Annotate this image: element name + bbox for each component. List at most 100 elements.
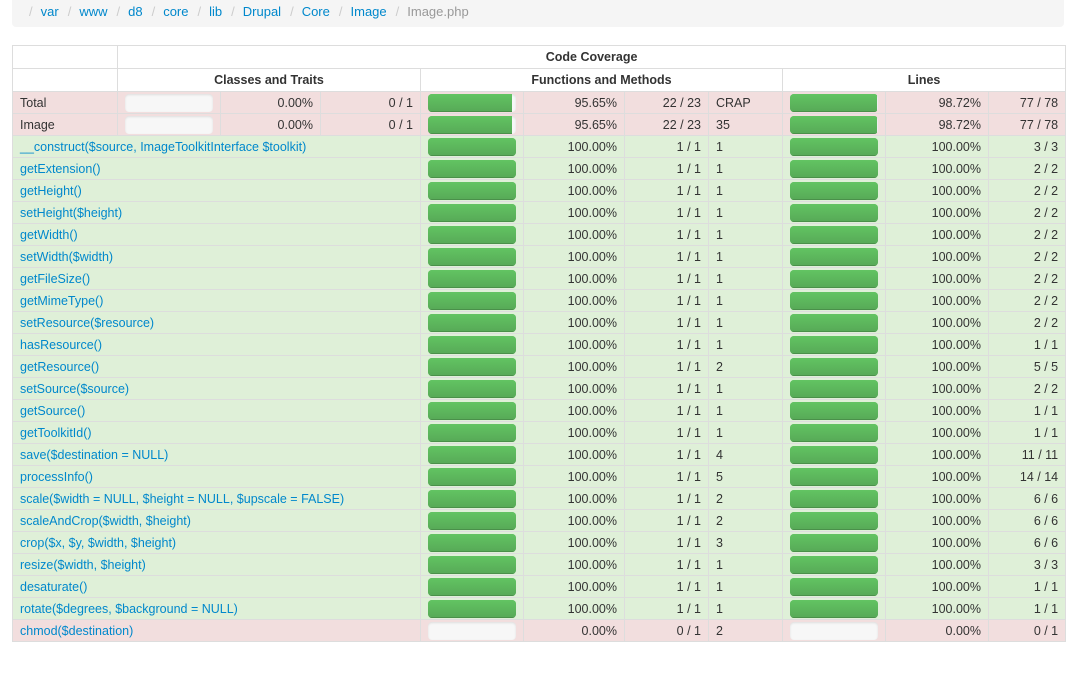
lines-percent: 100.00%: [885, 157, 989, 180]
functions-percent: 100.00%: [523, 311, 625, 334]
table-row: getToolkitId() 100.00% 1 / 1 1 100.00% 1 / 1: [12, 421, 1067, 444]
functions-percent: 100.00%: [523, 421, 625, 444]
lines-percent: 100.00%: [885, 135, 989, 158]
lines-ratio: 1 / 1: [987, 597, 1067, 620]
method-link[interactable]: getSource(): [12, 399, 421, 422]
breadcrumb-link[interactable]: lib: [209, 4, 223, 19]
method-link[interactable]: getWidth(): [12, 223, 421, 246]
functions-progress-bar: [428, 115, 516, 134]
method-link[interactable]: save($destination = NULL): [12, 443, 421, 466]
functions-progress-bar: [428, 247, 516, 266]
lines-progress-bar: [790, 423, 878, 442]
lines-percent: 100.00%: [885, 399, 989, 422]
functions-progress-bar-cell: [420, 377, 524, 400]
functions-progress-bar-fill: [428, 335, 516, 354]
table-row: save($destination = NULL) 100.00% 1 / 1 4 10…: [12, 443, 1067, 466]
lines-ratio: 2 / 2: [987, 179, 1067, 202]
functions-progress-bar-cell: [420, 157, 524, 180]
breadcrumb-link[interactable]: d8: [128, 4, 143, 19]
method-link[interactable]: setResource($resource): [12, 311, 421, 334]
functions-ratio: 1 / 1: [624, 399, 709, 422]
classes-percent: 0.00%: [220, 113, 321, 136]
lines-ratio: 1 / 1: [987, 399, 1067, 422]
method-link[interactable]: getExtension(): [12, 157, 421, 180]
method-link[interactable]: scaleAndCrop($width, $height): [12, 509, 421, 532]
method-link[interactable]: crop($x, $y, $width, $height): [12, 531, 421, 554]
breadcrumb-separator: /: [29, 4, 33, 19]
table-row: Image 0.00% 0 / 1 95.65% 22 / 23 35 98.72% 77 /…: [12, 113, 1067, 136]
lines-progress-bar-cell: [782, 333, 886, 356]
breadcrumb-link[interactable]: Image: [350, 4, 387, 19]
method-link[interactable]: scale($width = NULL, $height = NULL, $up…: [12, 487, 421, 510]
method-link[interactable]: getToolkitId(): [12, 421, 421, 444]
lines-progress-bar: [790, 181, 878, 200]
crap-score: 1: [708, 267, 783, 290]
method-link[interactable]: rotate($degrees, $background = NULL): [12, 597, 421, 620]
functions-progress-bar-fill: [428, 379, 516, 398]
table-row: scale($width = NULL, $height = NULL, $up…: [12, 487, 1067, 510]
lines-progress-bar-cell: [782, 553, 886, 576]
method-link[interactable]: __construct($source, ImageToolkitInterfa…: [12, 135, 421, 158]
functions-progress-bar: [428, 159, 516, 178]
breadcrumb-link[interactable]: core: [163, 4, 189, 19]
method-link[interactable]: setSource($source): [12, 377, 421, 400]
functions-progress-bar-fill: [428, 137, 516, 156]
table-row: processInfo() 100.00% 1 / 1 5 100.00% 14 / 14: [12, 465, 1067, 488]
method-link[interactable]: getHeight(): [12, 179, 421, 202]
classes-traits-header: Classes and Traits: [117, 68, 421, 92]
method-link[interactable]: setHeight($height): [12, 201, 421, 224]
crap-score: 35: [708, 113, 783, 136]
functions-ratio: 1 / 1: [624, 421, 709, 444]
functions-percent: 100.00%: [523, 223, 625, 246]
lines-progress-bar: [790, 379, 878, 398]
lines-ratio: 6 / 6: [987, 487, 1067, 510]
lines-progress-bar-cell: [782, 223, 886, 246]
lines-progress-bar: [790, 555, 878, 574]
method-link[interactable]: getMimeType(): [12, 289, 421, 312]
functions-ratio: 1 / 1: [624, 223, 709, 246]
coverage-table: Code Coverage Classes and Traits Functio…: [12, 45, 1067, 642]
method-link[interactable]: resize($width, $height): [12, 553, 421, 576]
crap-score: 1: [708, 135, 783, 158]
method-link[interactable]: setWidth($width): [12, 245, 421, 268]
functions-progress-bar: [428, 225, 516, 244]
method-link[interactable]: hasResource(): [12, 333, 421, 356]
lines-ratio: 11 / 11: [987, 443, 1067, 466]
breadcrumb-link[interactable]: Core: [301, 4, 330, 19]
method-link[interactable]: getFileSize(): [12, 267, 421, 290]
lines-progress-bar-cell: [782, 311, 886, 334]
functions-progress-bar-fill: [428, 401, 516, 420]
method-link[interactable]: desaturate(): [12, 575, 421, 598]
table-row: Total 0.00% 0 / 1 95.65% 22 / 23 CRAP 98.72% 77…: [12, 91, 1067, 114]
breadcrumb-link[interactable]: var: [40, 4, 59, 19]
functions-percent: 100.00%: [523, 487, 625, 510]
lines-percent: 0.00%: [885, 619, 989, 642]
lines-progress-bar-fill: [790, 357, 878, 376]
breadcrumb-link[interactable]: Drupal: [242, 4, 282, 19]
table-row: getResource() 100.00% 1 / 1 2 100.00% 5 / 5: [12, 355, 1067, 378]
breadcrumb-separator: /: [395, 4, 400, 19]
functions-ratio: 1 / 1: [624, 553, 709, 576]
functions-progress-bar-cell: [420, 223, 524, 246]
lines-ratio: 1 / 1: [987, 421, 1067, 444]
functions-progress-bar: [428, 577, 516, 596]
crap-score: 3: [708, 531, 783, 554]
lines-ratio: 6 / 6: [987, 531, 1067, 554]
method-link[interactable]: chmod($destination): [12, 619, 421, 642]
functions-ratio: 1 / 1: [624, 245, 709, 268]
functions-progress-bar: [428, 511, 516, 530]
method-link[interactable]: getResource(): [12, 355, 421, 378]
table-row: getMimeType() 100.00% 1 / 1 1 100.00% 2 / 2: [12, 289, 1067, 312]
functions-percent: 100.00%: [523, 289, 625, 312]
lines-ratio: 2 / 2: [987, 267, 1067, 290]
lines-percent: 100.00%: [885, 355, 989, 378]
method-link[interactable]: processInfo(): [12, 465, 421, 488]
table-row: getHeight() 100.00% 1 / 1 1 100.00% 2 / 2: [12, 179, 1067, 202]
breadcrumb-link[interactable]: www: [79, 4, 108, 19]
table-row: crop($x, $y, $width, $height) 100.00% 1 / …: [12, 531, 1067, 554]
lines-progress-bar-cell: [782, 91, 886, 114]
functions-ratio: 1 / 1: [624, 201, 709, 224]
lines-ratio: 14 / 14: [987, 465, 1067, 488]
lines-progress-bar-cell: [782, 421, 886, 444]
classes-progress-bar-cell: [117, 113, 221, 136]
